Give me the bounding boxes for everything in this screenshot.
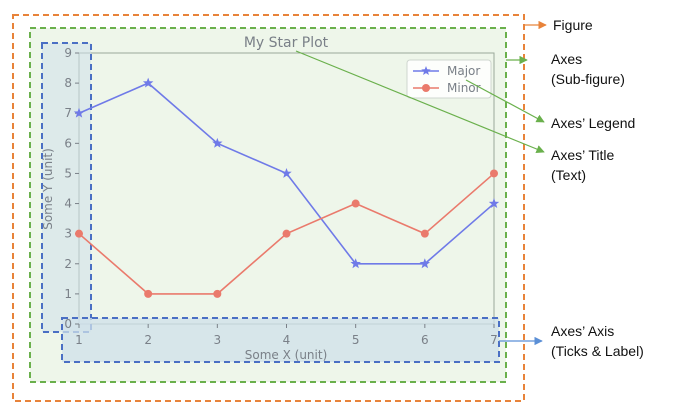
data-point-major (488, 198, 500, 209)
data-point-minor (490, 169, 498, 178)
y-axis-label: Some Y (unit) (41, 148, 55, 230)
y-tick-label: 5 (64, 166, 72, 180)
y-tick-label: 6 (64, 136, 72, 150)
x-axis-region (61, 317, 500, 363)
y-tick-label: 4 (64, 197, 72, 211)
y-tick-label: 1 (64, 287, 72, 301)
legend-connector (465, 79, 545, 123)
figure-region (12, 14, 525, 402)
data-point-minor (213, 289, 222, 298)
y-tick-label: 2 (64, 257, 72, 271)
data-point-major (142, 77, 154, 88)
y-tick-label: 0 (64, 317, 72, 331)
data-point-major (350, 258, 361, 269)
data-point-minor (351, 199, 360, 208)
y-tick-label: 9 (64, 46, 72, 60)
axes-callout-line1: Axes (551, 51, 582, 67)
y-tick-label: 7 (64, 106, 72, 120)
title-callout-line2: (Text) (551, 167, 586, 183)
axis-callout-line1: Axes’ Axis (551, 323, 614, 339)
title-connector (295, 50, 545, 154)
axis-callout-line2: (Ticks & Label) (551, 343, 644, 359)
figure-callout: Figure (553, 17, 593, 33)
legend-minor-circle-icon (422, 84, 430, 92)
data-point-major (419, 258, 431, 269)
x-tick-label: 5 (352, 333, 360, 347)
x-tick-label: 1 (75, 333, 83, 347)
legend-minor-label: Minor (447, 81, 481, 95)
y-tick-label: 8 (64, 76, 72, 90)
data-point-major (281, 167, 292, 178)
title-callout-line1: Axes’ Title (551, 147, 614, 163)
data-point-minor (282, 229, 291, 238)
axes-callout-line2: (Sub-figure) (551, 71, 625, 87)
data-point-minor (144, 289, 153, 298)
x-tick-label: 7 (490, 333, 498, 347)
x-tick-label: 6 (421, 333, 429, 347)
chart-legend: Major Minor (406, 59, 492, 99)
legend-major-label: Major (447, 64, 480, 78)
chart-title: My Star Plot (244, 35, 329, 51)
x-tick-label: 4 (283, 333, 291, 347)
data-point-minor (420, 229, 429, 238)
x-tick-label: 2 (144, 333, 152, 347)
legend-callout: Axes’ Legend (551, 115, 635, 131)
y-axis-region (41, 42, 92, 333)
data-point-major (73, 107, 85, 118)
x-tick-label: 3 (214, 333, 222, 347)
legend-major-star-icon (421, 66, 431, 76)
x-axis-label: Some X (unit) (245, 348, 328, 362)
data-point-minor (75, 229, 83, 238)
data-point-major (212, 137, 223, 148)
y-tick-label: 3 (64, 227, 72, 241)
